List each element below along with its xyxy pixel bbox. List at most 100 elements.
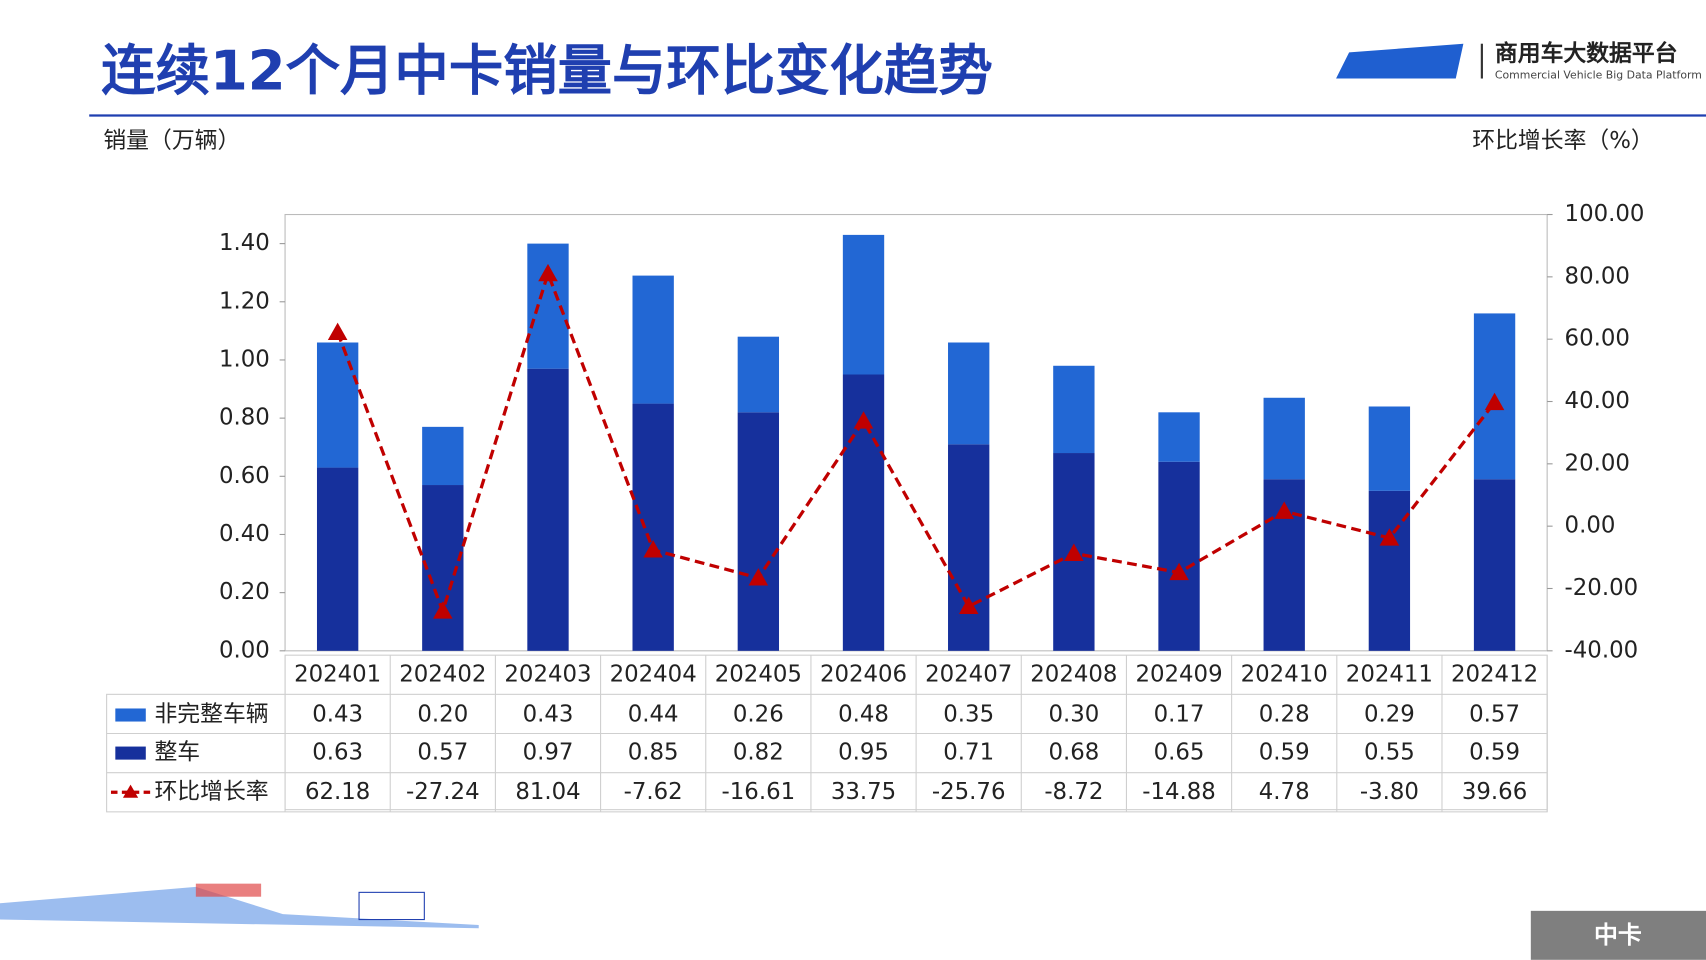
y2-axis-label: 环比增长率（%） <box>1472 128 1654 154</box>
tag: 中卡 <box>1594 921 1642 949</box>
table-value: 0.17 <box>1154 702 1205 728</box>
table-value: 0.59 <box>1259 740 1310 766</box>
table-value: 0.26 <box>733 702 784 728</box>
tag-box <box>1530 910 1706 960</box>
table-value: 39.66 <box>1462 779 1527 805</box>
x-tick-label: 202401 <box>294 661 381 687</box>
x-tick-label: 202406 <box>820 661 907 687</box>
table-value: 0.97 <box>523 740 574 766</box>
bar <box>737 336 780 413</box>
x-tick-label: 202412 <box>1451 661 1538 687</box>
bar <box>948 342 990 445</box>
y2-tick-label: -20.00 <box>1565 575 1639 601</box>
title: 连续12个月中卡销量与环比变化趋势 <box>101 39 993 102</box>
plot-frame <box>284 213 1548 652</box>
bar <box>1158 461 1200 651</box>
y2-tick-label: 80.00 <box>1565 263 1630 289</box>
y2-tick-label: 20.00 <box>1565 450 1630 476</box>
bar <box>1368 406 1411 491</box>
y-tick-label: 0.00 <box>219 637 270 663</box>
table-value: 0.43 <box>523 702 574 728</box>
table-value: 0.95 <box>838 740 889 766</box>
y2-tick-label: 0.00 <box>1565 513 1616 539</box>
x-tick-label: 202408 <box>1030 661 1117 687</box>
table-value: 0.55 <box>1364 740 1415 766</box>
line <box>336 268 1496 617</box>
table-value: 0.57 <box>1469 702 1520 728</box>
x-tick-label: 202404 <box>610 661 697 687</box>
line-marker <box>1169 562 1189 581</box>
x-tick-label: 202407 <box>925 661 1012 687</box>
table-value: 4.78 <box>1259 779 1310 805</box>
y2-tick-label: 60.00 <box>1565 326 1630 352</box>
x-tick-label: 202409 <box>1135 661 1222 687</box>
line-marker <box>1274 501 1295 519</box>
logo-name: 商用车大数据平台 <box>1495 40 1678 67</box>
line-marker <box>958 596 979 615</box>
table-value: 0.43 <box>312 702 363 728</box>
line-marker <box>1064 543 1084 561</box>
legend-swatch <box>115 708 146 722</box>
legend-marker <box>122 784 139 798</box>
bar <box>1368 490 1411 651</box>
x-tick-label: 202410 <box>1241 661 1328 687</box>
bar <box>1053 365 1095 454</box>
line-marker <box>538 263 558 282</box>
legend-label: 环比增长率 <box>154 779 268 805</box>
bar <box>527 243 569 369</box>
y-tick-label: 1.40 <box>219 230 270 256</box>
table-value: 0.48 <box>838 702 889 728</box>
bar <box>527 368 569 651</box>
decor <box>0 883 479 929</box>
y-tick-label: 0.20 <box>219 579 270 605</box>
x-tick-label: 202411 <box>1346 661 1433 687</box>
x-tick-label: 202402 <box>399 661 486 687</box>
bar <box>632 403 674 651</box>
table-value: -7.62 <box>624 779 683 805</box>
y-axis-label: 销量（万辆） <box>103 128 240 154</box>
y-tick-label: 1.00 <box>219 346 270 372</box>
bar <box>842 234 885 375</box>
line-marker <box>327 322 348 341</box>
line-marker <box>748 568 769 586</box>
table-value: 0.35 <box>943 702 994 728</box>
bar <box>1158 412 1200 462</box>
y-tick-label: 0.80 <box>219 405 270 431</box>
table-value: 0.85 <box>628 740 679 766</box>
bar <box>632 275 674 404</box>
table-value: 0.57 <box>417 740 468 766</box>
table-value: -27.24 <box>406 779 480 805</box>
table-value: 81.04 <box>515 779 580 805</box>
bar <box>948 444 990 651</box>
y-tick-label: 0.40 <box>219 521 270 547</box>
bar <box>1263 397 1305 480</box>
table-value: 0.71 <box>943 740 994 766</box>
bar <box>316 342 359 468</box>
x-tick-label: 202403 <box>504 661 591 687</box>
table-value: 0.82 <box>733 740 784 766</box>
line-marker <box>1484 392 1505 411</box>
table-value: 0.44 <box>628 702 679 728</box>
line-marker <box>853 411 874 429</box>
table-value: -8.72 <box>1044 779 1103 805</box>
table-value: 62.18 <box>305 779 370 805</box>
legend-swatch <box>115 746 146 760</box>
y-tick-label: 0.60 <box>219 463 270 489</box>
line-marker <box>433 601 453 619</box>
y2-tick-label: 40.00 <box>1565 388 1630 414</box>
bar <box>737 412 780 651</box>
table-value: -25.76 <box>932 779 1006 805</box>
table-value: 0.63 <box>312 740 363 766</box>
bar <box>422 426 464 486</box>
bar <box>316 467 359 651</box>
x-tick-label: 202405 <box>715 661 802 687</box>
y-tick-label: 1.20 <box>219 288 270 314</box>
y2-tick-label: -40.00 <box>1565 637 1639 663</box>
table-value: 0.65 <box>1154 740 1205 766</box>
table-value: 0.68 <box>1048 740 1099 766</box>
table-value: 0.29 <box>1364 702 1415 728</box>
line-marker <box>643 540 663 558</box>
legend-label: 整车 <box>154 740 200 766</box>
table-value: -3.80 <box>1360 779 1419 805</box>
